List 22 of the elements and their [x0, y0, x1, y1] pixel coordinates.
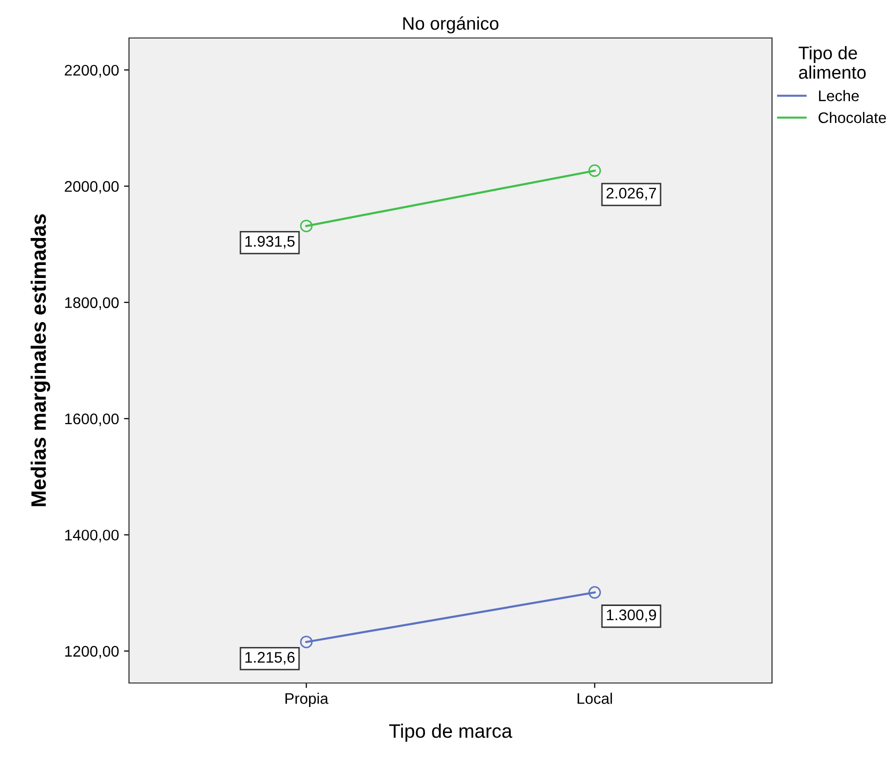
x-axis-title: Tipo de marca — [389, 724, 512, 742]
y-tick-label: 2000,00 — [64, 181, 119, 194]
x-tick-label: Local — [578, 692, 612, 704]
data-label: 1.300,9 — [606, 609, 656, 622]
point — [300, 220, 313, 232]
point — [588, 586, 601, 599]
y-tick-label: 1600,00 — [65, 413, 119, 426]
x-tick-label: Propia — [286, 692, 328, 707]
data-label: 2.026,7 — [606, 188, 656, 200]
legend-title: Tipo de alimento — [798, 46, 866, 79]
y-tick-label: 1800,00 — [65, 297, 119, 310]
y-axis-title: Medias marginales estimadas — [30, 214, 50, 506]
y-tick-label: 1400,00 — [65, 530, 119, 542]
point — [588, 164, 601, 177]
point — [300, 636, 313, 648]
legend-label: Chocolate — [818, 112, 886, 124]
y-tick-label: 1200,00 — [65, 646, 119, 659]
data-label: 1.215,6 — [245, 652, 295, 665]
y-tick-label: 2200,00 — [64, 64, 119, 78]
chart-title: No orgánico — [403, 16, 498, 34]
legend-label: Leche — [819, 90, 859, 102]
data-label: 1.931,5 — [245, 236, 295, 249]
